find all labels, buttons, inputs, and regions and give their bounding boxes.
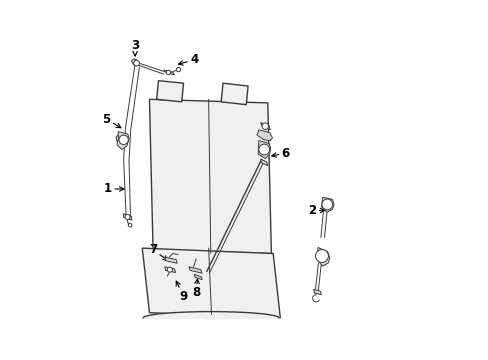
Circle shape	[125, 215, 130, 220]
PathPatch shape	[163, 70, 174, 75]
Circle shape	[167, 267, 172, 272]
PathPatch shape	[321, 197, 333, 212]
PathPatch shape	[316, 247, 329, 266]
Circle shape	[166, 70, 170, 75]
PathPatch shape	[194, 274, 202, 280]
PathPatch shape	[142, 248, 280, 318]
Circle shape	[119, 135, 128, 144]
Text: 4: 4	[178, 53, 198, 66]
Text: 9: 9	[176, 281, 187, 303]
PathPatch shape	[260, 123, 270, 130]
Text: 6: 6	[271, 147, 289, 159]
Text: 5: 5	[102, 113, 121, 128]
Circle shape	[133, 60, 139, 66]
Circle shape	[258, 144, 269, 155]
PathPatch shape	[257, 130, 272, 140]
Text: 3: 3	[131, 39, 139, 56]
PathPatch shape	[123, 214, 132, 220]
PathPatch shape	[188, 267, 202, 273]
Circle shape	[262, 123, 268, 130]
PathPatch shape	[156, 81, 183, 102]
PathPatch shape	[131, 59, 139, 66]
PathPatch shape	[258, 140, 270, 158]
Circle shape	[321, 199, 332, 210]
PathPatch shape	[164, 267, 175, 273]
Text: 8: 8	[192, 279, 200, 300]
PathPatch shape	[149, 99, 271, 253]
Circle shape	[128, 224, 132, 227]
PathPatch shape	[313, 289, 321, 295]
PathPatch shape	[116, 135, 119, 141]
PathPatch shape	[260, 159, 267, 166]
Text: 2: 2	[308, 204, 324, 217]
PathPatch shape	[164, 257, 177, 263]
Circle shape	[315, 249, 328, 262]
Text: 1: 1	[104, 183, 123, 195]
PathPatch shape	[117, 132, 129, 149]
Text: 7: 7	[149, 243, 167, 260]
PathPatch shape	[221, 83, 247, 105]
Circle shape	[176, 67, 180, 72]
